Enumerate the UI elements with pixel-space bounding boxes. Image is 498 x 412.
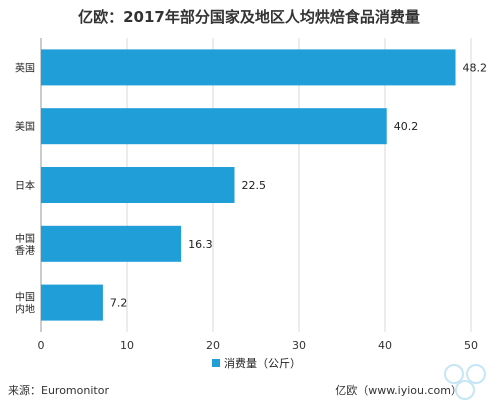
category-label: 香港 xyxy=(15,245,35,257)
chart-title: 亿欧：2017年部分国家及地区人均烘焙食品消费量 xyxy=(78,8,420,26)
bar xyxy=(41,167,235,203)
data-label: 22.5 xyxy=(242,179,267,192)
category-label: 中国 xyxy=(15,232,35,245)
x-tick-label: 20 xyxy=(206,339,220,352)
category-label: 日本 xyxy=(15,179,35,192)
x-tick-label: 50 xyxy=(464,339,478,352)
source-note: 来源：Euromonitor xyxy=(8,384,109,397)
data-label: 48.2 xyxy=(463,61,488,74)
legend-swatch xyxy=(212,359,220,367)
category-label: 英国 xyxy=(15,61,35,74)
data-label: 16.3 xyxy=(188,238,213,251)
category-label: 中国 xyxy=(15,291,35,304)
x-tick-label: 40 xyxy=(378,339,392,352)
bar xyxy=(41,49,456,86)
category-label: 内地 xyxy=(15,303,35,316)
watermark-logo-icon xyxy=(444,364,486,400)
legend-label: 消费量（公斤） xyxy=(224,356,301,370)
bar xyxy=(41,284,103,321)
bar xyxy=(41,108,387,145)
data-label: 40.2 xyxy=(394,120,419,133)
bar xyxy=(41,225,182,262)
x-tick-label: 10 xyxy=(120,339,134,352)
data-label: 7.2 xyxy=(110,297,128,310)
x-tick-label: 30 xyxy=(292,339,306,352)
x-tick-label: 0 xyxy=(38,339,45,352)
category-label: 美国 xyxy=(15,120,35,133)
credit-note: 亿欧（www.iyiou.com） xyxy=(335,384,462,397)
